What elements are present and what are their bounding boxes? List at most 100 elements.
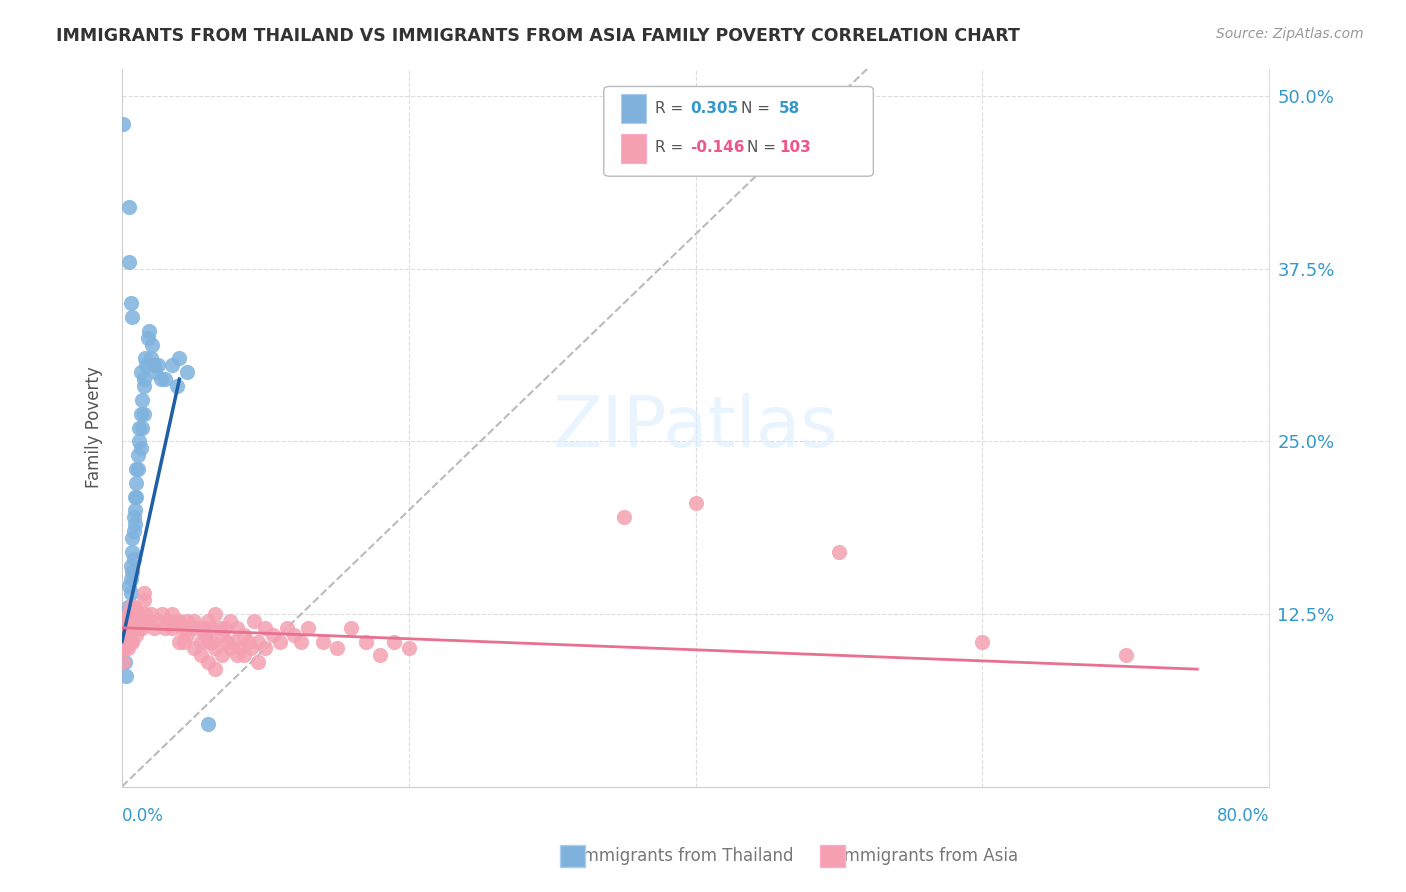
Point — [204, 607, 226, 621]
Point — [312, 634, 335, 648]
Point — [146, 359, 169, 373]
Point — [197, 634, 219, 648]
Point — [225, 621, 247, 635]
Point — [124, 607, 146, 621]
Point — [117, 641, 139, 656]
Point — [254, 641, 277, 656]
Point — [121, 621, 143, 635]
Point — [136, 331, 159, 345]
Point — [172, 621, 194, 635]
Point — [118, 621, 141, 635]
Point — [111, 641, 134, 656]
Point — [183, 641, 205, 656]
Point — [197, 717, 219, 731]
Point — [121, 607, 143, 621]
Point — [122, 551, 145, 566]
Text: ZIPatlas: ZIPatlas — [553, 393, 838, 462]
Point — [128, 434, 150, 449]
Point — [204, 662, 226, 676]
Point — [180, 621, 202, 635]
Point — [176, 614, 198, 628]
Point — [139, 607, 162, 621]
Point — [215, 634, 238, 648]
Point — [118, 607, 141, 621]
Point — [124, 621, 146, 635]
Point — [138, 324, 160, 338]
Point — [208, 621, 231, 635]
Point — [121, 310, 143, 324]
Point — [613, 510, 636, 524]
Point — [173, 634, 195, 648]
Point — [132, 379, 155, 393]
Point — [121, 545, 143, 559]
Point — [122, 510, 145, 524]
Point — [125, 462, 148, 476]
Text: R =: R = — [655, 140, 689, 155]
Text: Source: ZipAtlas.com: Source: ZipAtlas.com — [1216, 27, 1364, 41]
Point — [121, 566, 143, 580]
Point — [122, 524, 145, 538]
Point — [201, 634, 224, 648]
Point — [111, 641, 134, 656]
Point — [169, 351, 191, 366]
Point — [368, 648, 391, 663]
Point — [115, 634, 138, 648]
Point — [143, 365, 166, 379]
Point — [127, 614, 149, 628]
Point — [141, 337, 163, 351]
Point — [120, 634, 142, 648]
Bar — [621, 134, 647, 162]
Point — [134, 351, 156, 366]
Point — [115, 669, 138, 683]
Point — [200, 621, 222, 635]
Point — [326, 641, 349, 656]
Point — [160, 359, 183, 373]
Point — [190, 648, 212, 663]
Point — [117, 621, 139, 635]
Point — [131, 392, 153, 407]
Point — [111, 634, 134, 648]
Point — [340, 621, 363, 635]
Point — [269, 634, 291, 648]
Point — [115, 614, 138, 628]
Point — [142, 621, 165, 635]
Point — [166, 379, 188, 393]
Point — [149, 372, 172, 386]
Point — [118, 627, 141, 641]
Y-axis label: Family Poverty: Family Poverty — [86, 367, 103, 489]
Point — [176, 365, 198, 379]
Point — [124, 503, 146, 517]
Point — [115, 621, 138, 635]
Point — [112, 655, 135, 669]
Point — [121, 634, 143, 648]
Bar — [621, 95, 647, 123]
Point — [129, 365, 152, 379]
Point — [120, 573, 142, 587]
Point — [290, 634, 312, 648]
Point — [218, 641, 240, 656]
Point — [153, 372, 176, 386]
Point — [117, 600, 139, 615]
Point — [125, 475, 148, 490]
Point — [132, 614, 155, 628]
Point — [183, 614, 205, 628]
Point — [125, 627, 148, 641]
Point — [254, 621, 277, 635]
Point — [228, 641, 250, 656]
Point — [204, 641, 226, 656]
Point — [1115, 648, 1137, 663]
Point — [125, 614, 148, 628]
Point — [118, 200, 141, 214]
Point — [211, 627, 233, 641]
Text: N =: N = — [747, 140, 782, 155]
Point — [121, 531, 143, 545]
Point — [190, 634, 212, 648]
Point — [124, 490, 146, 504]
Point — [169, 614, 191, 628]
Point — [134, 607, 156, 621]
Point — [166, 614, 188, 628]
Point — [276, 621, 298, 635]
Point — [114, 621, 136, 635]
Point — [129, 407, 152, 421]
Point — [127, 448, 149, 462]
